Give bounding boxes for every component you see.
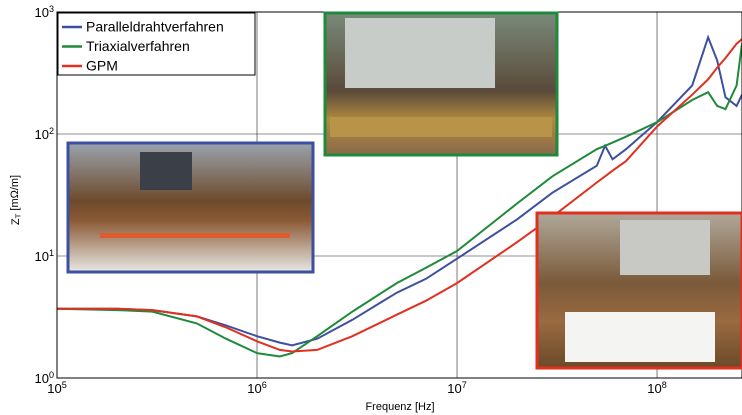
photo-inset — [323, 11, 559, 157]
legend-label: Triaxialverfahren — [86, 38, 190, 54]
legend-label: GPM — [86, 58, 118, 74]
y-tick-label: 100 — [34, 370, 54, 386]
series-line — [57, 38, 742, 353]
legend — [57, 12, 256, 76]
legend-label: Paralleldrahtverfahren — [86, 19, 224, 35]
y-tick-label: 101 — [34, 248, 54, 264]
photo-inset — [535, 211, 742, 370]
x-tick-label: 106 — [247, 380, 267, 396]
x-tick-label: 108 — [647, 380, 667, 396]
y-axis-label: ZT [mΩ/m] — [9, 175, 23, 225]
x-tick-label: 107 — [447, 380, 467, 396]
x-axis-label: Frequenz [Hz] — [365, 401, 434, 413]
y-tick-label: 103 — [34, 4, 54, 20]
x-tick-label: 105 — [47, 380, 67, 396]
y-tick-label: 102 — [34, 126, 54, 142]
series-line — [57, 34, 742, 347]
photo-inset — [66, 141, 315, 274]
series-line — [57, 43, 742, 358]
